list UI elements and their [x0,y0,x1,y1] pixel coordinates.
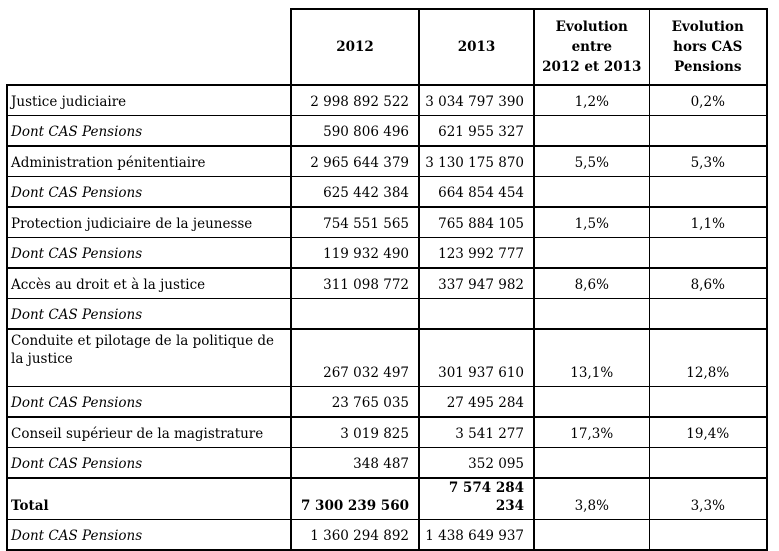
table-row-total: Total 7 300 239 560 7 574 284 234 3,8% 3… [6,477,768,520]
table-row-cas-pensions: Dont CAS Pensions [6,298,768,329]
evolution-hors-cas-value [649,115,768,146]
evolution-value [534,176,650,207]
value-2012 [291,298,420,329]
value-2013: 765 884 105 [419,206,535,238]
value-2012: 267 032 497 [291,328,420,387]
cas-label: Dont CAS Pensions [6,386,292,417]
value-2013 [419,298,535,329]
value-2013: 3 034 797 390 [419,84,535,116]
program-label: Conseil supérieur de la magistrature [6,416,292,448]
program-label: Protection judiciaire de la jeunesse [6,206,292,238]
value-2012: 2 998 892 522 [291,84,420,116]
table-row-cas-pensions: Dont CAS Pensions 625 442 384 664 854 45… [6,176,768,207]
value-2013: 337 947 982 [419,267,535,299]
value-2013: 7 574 284 234 [419,477,535,520]
evolution-value: 1,5% [534,206,650,238]
value-2012: 1 360 294 892 [291,519,420,551]
value-2013: 621 955 327 [419,115,535,146]
budget-table: 2012 2013 Evolution entre 2012 et 2013 E… [6,8,768,551]
table-row-cas-pensions: Dont CAS Pensions 119 932 490 123 992 77… [6,237,768,268]
program-label: Justice judiciaire [6,84,292,116]
total-label: Total [6,477,292,520]
value-2012: 2 965 644 379 [291,145,420,177]
value-2013: 1 438 649 937 [419,519,535,551]
evolution-hors-cas-value [649,298,768,329]
column-header-2013: 2013 [418,8,535,86]
column-header-evolution: Evolution entre 2012 et 2013 [533,8,650,86]
value-2012: 754 551 565 [291,206,420,238]
table-row-administration-penitentiaire: Administration pénitentiaire 2 965 644 3… [6,145,768,177]
evolution-hors-cas-value: 3,3% [649,477,768,520]
evolution-hors-cas-value [649,237,768,268]
evolution-hors-cas-value [649,519,768,551]
corner-empty-cell [7,9,291,85]
value-2012: 7 300 239 560 [291,477,420,520]
evolution-hors-cas-value [649,176,768,207]
header-row: 2012 2013 Evolution entre 2012 et 2013 E… [7,8,768,86]
table-row-cas-pensions: Dont CAS Pensions 23 765 035 27 495 284 [6,386,768,417]
table-row-conseil-superieur: Conseil supérieur de la magistrature 3 0… [6,416,768,448]
table-row-justice-judiciaire: Justice judiciaire 2 998 892 522 3 034 7… [6,84,768,116]
value-2013: 352 095 [419,447,535,478]
value-2013: 664 854 454 [419,176,535,207]
program-label: Administration pénitentiaire [6,145,292,177]
table-row-cas-pensions: Dont CAS Pensions 348 487 352 095 [6,447,768,478]
program-label: Accès au droit et à la justice [6,267,292,299]
evolution-hors-cas-value: 5,3% [649,145,768,177]
table-row-conduite-pilotage: Conduite et pilotage de la politique de … [6,328,768,387]
value-2012: 348 487 [291,447,420,478]
evolution-hors-cas-value: 0,2% [649,84,768,116]
cas-label: Dont CAS Pensions [6,447,292,478]
evolution-value: 5,5% [534,145,650,177]
evolution-value: 8,6% [534,267,650,299]
value-2012: 311 098 772 [291,267,420,299]
column-header-evolution-hors-cas: Evolution hors CAS Pensions [648,8,768,86]
value-2012: 590 806 496 [291,115,420,146]
evolution-hors-cas-value: 12,8% [649,328,768,387]
evolution-value: 17,3% [534,416,650,448]
cas-label: Dont CAS Pensions [6,176,292,207]
value-2013: 3 541 277 [419,416,535,448]
evolution-value [534,237,650,268]
evolution-value: 1,2% [534,84,650,116]
evolution-value [534,298,650,329]
evolution-value [534,519,650,551]
cas-label: Dont CAS Pensions [6,298,292,329]
evolution-value: 13,1% [534,328,650,387]
evolution-hors-cas-value: 8,6% [649,267,768,299]
cas-label: Dont CAS Pensions [6,237,292,268]
value-2013: 27 495 284 [419,386,535,417]
value-2013: 301 937 610 [419,328,535,387]
table-row-acces-au-droit: Accès au droit et à la justice 311 098 7… [6,267,768,299]
value-2013: 3 130 175 870 [419,145,535,177]
value-2013: 123 992 777 [419,237,535,268]
table-row-protection-judiciaire: Protection judiciaire de la jeunesse 754… [6,206,768,238]
table-row-cas-pensions: Dont CAS Pensions 1 360 294 892 1 438 64… [6,519,768,551]
evolution-hors-cas-value [649,386,768,417]
cas-label: Dont CAS Pensions [6,115,292,146]
evolution-hors-cas-value: 1,1% [649,206,768,238]
value-2012: 23 765 035 [291,386,420,417]
evolution-value [534,115,650,146]
evolution-hors-cas-value [649,447,768,478]
value-2012: 119 932 490 [291,237,420,268]
column-header-2012: 2012 [290,8,420,86]
value-2012: 625 442 384 [291,176,420,207]
evolution-value: 3,8% [534,477,650,520]
program-label: Conduite et pilotage de la politique de … [6,328,292,387]
table-row-cas-pensions: Dont CAS Pensions 590 806 496 621 955 32… [6,115,768,146]
value-2012: 3 019 825 [291,416,420,448]
evolution-value [534,447,650,478]
evolution-hors-cas-value: 19,4% [649,416,768,448]
cas-label: Dont CAS Pensions [6,519,292,551]
evolution-value [534,386,650,417]
